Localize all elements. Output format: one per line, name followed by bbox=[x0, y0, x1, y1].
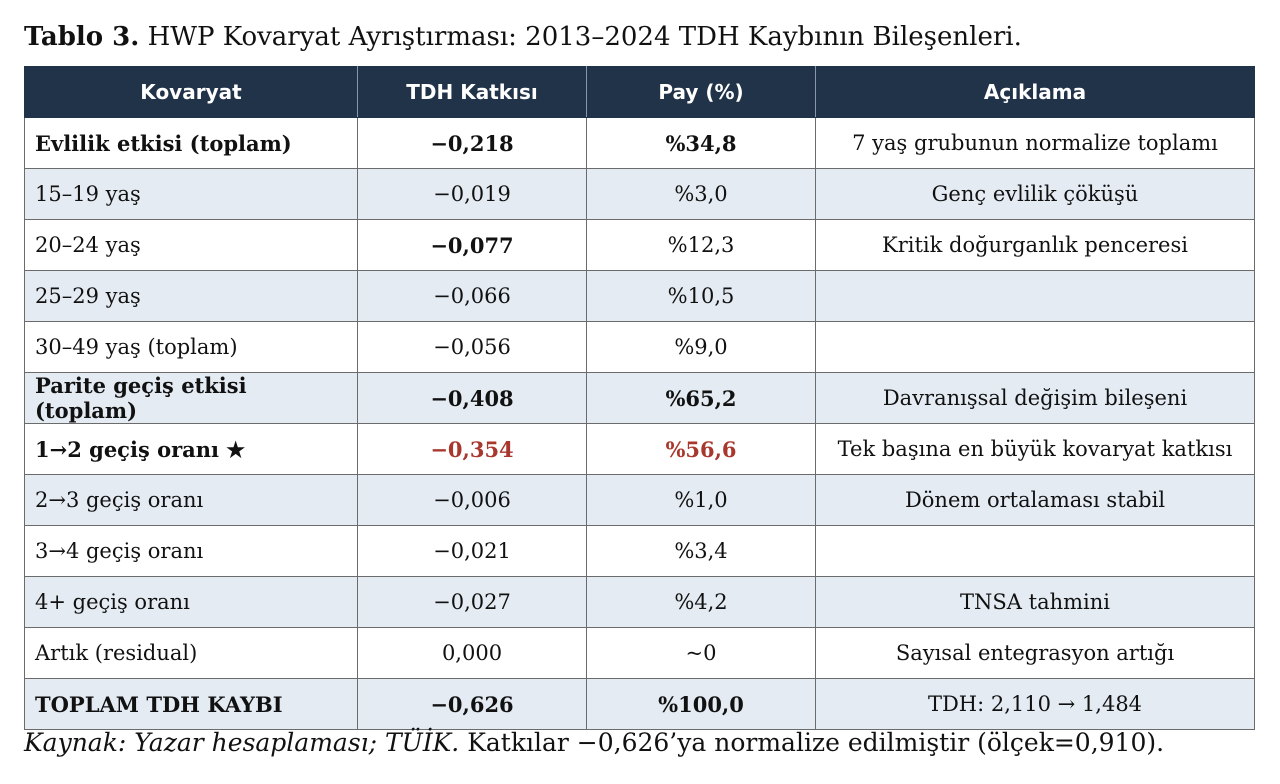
table-row: Artık (residual) 0,000 ~0 Sayısal entegr… bbox=[24, 627, 1255, 679]
header-pay: Pay (%) bbox=[586, 66, 816, 118]
cell-pay: %12,3 bbox=[586, 219, 816, 271]
cell-aciklama bbox=[815, 525, 1255, 577]
cell-katki: −0,354 bbox=[357, 423, 587, 475]
cell-aciklama: TDH: 2,110 → 1,484 bbox=[815, 678, 1255, 730]
cell-katki: −0,408 bbox=[357, 372, 587, 424]
cell-pay: %10,5 bbox=[586, 270, 816, 322]
cell-kovaryat: 20–24 yaş bbox=[24, 219, 358, 271]
cell-katki: −0,021 bbox=[357, 525, 587, 577]
cell-pay: %9,0 bbox=[586, 321, 816, 373]
cell-pay: %3,0 bbox=[586, 168, 816, 220]
cell-pay: %56,6 bbox=[586, 423, 816, 475]
table-header-row: Kovaryat TDH Katkısı Pay (%) Açıklama bbox=[24, 66, 1255, 118]
table-row: Evlilik etkisi (toplam) −0,218 %34,8 7 y… bbox=[24, 117, 1255, 169]
header-tdh-katkisi: TDH Katkısı bbox=[357, 66, 587, 118]
cell-kovaryat: 1→2 geçiş oranı ★ bbox=[24, 423, 358, 475]
cell-aciklama: Davranışsal değişim bileşeni bbox=[815, 372, 1255, 424]
cell-kovaryat: 4+ geçiş oranı bbox=[24, 576, 358, 628]
source-text: Katkılar −0,626’ya normalize edilmiştir … bbox=[467, 728, 1165, 757]
cell-kovaryat: Artık (residual) bbox=[24, 627, 358, 679]
cell-aciklama: Dönem ortalaması stabil bbox=[815, 474, 1255, 526]
cell-kovaryat: Parite geçiş etkisi (toplam) bbox=[24, 372, 358, 424]
cell-katki: −0,077 bbox=[357, 219, 587, 271]
cell-aciklama: Genç evlilik çöküşü bbox=[815, 168, 1255, 220]
cell-aciklama bbox=[815, 270, 1255, 322]
cell-kovaryat: 15–19 yaş bbox=[24, 168, 358, 220]
cell-katki: −0,626 bbox=[357, 678, 587, 730]
cell-aciklama: Tek başına en büyük kovaryat katkısı bbox=[815, 423, 1255, 475]
cell-katki: −0,019 bbox=[357, 168, 587, 220]
cell-katki: −0,027 bbox=[357, 576, 587, 628]
cell-aciklama bbox=[815, 321, 1255, 373]
header-kovaryat: Kovaryat bbox=[24, 66, 358, 118]
cell-pay: %34,8 bbox=[586, 117, 816, 169]
cell-katki: −0,218 bbox=[357, 117, 587, 169]
cell-pay: %100,0 bbox=[586, 678, 816, 730]
table-row-total: TOPLAM TDH KAYBI −0,626 %100,0 TDH: 2,11… bbox=[24, 678, 1255, 730]
caption-label: Tablo 3. bbox=[24, 22, 140, 52]
cell-pay: ~0 bbox=[586, 627, 816, 679]
decomposition-table: Kovaryat TDH Katkısı Pay (%) Açıklama Ev… bbox=[24, 66, 1255, 730]
table-row: 4+ geçiş oranı −0,027 %4,2 TNSA tahmini bbox=[24, 576, 1255, 628]
cell-kovaryat: 30–49 yaş (toplam) bbox=[24, 321, 358, 373]
cell-katki: −0,006 bbox=[357, 474, 587, 526]
source-label: Kaynak: Yazar hesaplaması; TÜİK. bbox=[24, 728, 460, 757]
table-row: 3→4 geçiş oranı −0,021 %3,4 bbox=[24, 525, 1255, 577]
cell-aciklama: TNSA tahmini bbox=[815, 576, 1255, 628]
table-row: 20–24 yaş −0,077 %12,3 Kritik doğurganlı… bbox=[24, 219, 1255, 271]
table-row: 2→3 geçiş oranı −0,006 %1,0 Dönem ortala… bbox=[24, 474, 1255, 526]
cell-pay: %4,2 bbox=[586, 576, 816, 628]
cell-pay: %3,4 bbox=[586, 525, 816, 577]
table-caption: Tablo 3. HWP Kovaryat Ayrıştırması: 2013… bbox=[24, 22, 1022, 52]
cell-katki: 0,000 bbox=[357, 627, 587, 679]
cell-kovaryat: 2→3 geçiş oranı bbox=[24, 474, 358, 526]
header-aciklama: Açıklama bbox=[815, 66, 1255, 118]
cell-kovaryat: 3→4 geçiş oranı bbox=[24, 525, 358, 577]
table-row: 15–19 yaş −0,019 %3,0 Genç evlilik çöküş… bbox=[24, 168, 1255, 220]
cell-kovaryat: Evlilik etkisi (toplam) bbox=[24, 117, 358, 169]
cell-pay: %65,2 bbox=[586, 372, 816, 424]
cell-kovaryat: 25–29 yaş bbox=[24, 270, 358, 322]
table-row: 1→2 geçiş oranı ★ −0,354 %56,6 Tek başın… bbox=[24, 423, 1255, 475]
cell-katki: −0,066 bbox=[357, 270, 587, 322]
caption-text: HWP Kovaryat Ayrıştırması: 2013–2024 TDH… bbox=[147, 22, 1022, 52]
cell-aciklama: 7 yaş grubunun normalize toplamı bbox=[815, 117, 1255, 169]
cell-pay: %1,0 bbox=[586, 474, 816, 526]
cell-katki: −0,056 bbox=[357, 321, 587, 373]
cell-kovaryat: TOPLAM TDH KAYBI bbox=[24, 678, 358, 730]
table-row: Parite geçiş etkisi (toplam) −0,408 %65,… bbox=[24, 372, 1255, 424]
table-row: 30–49 yaş (toplam) −0,056 %9,0 bbox=[24, 321, 1255, 373]
cell-aciklama: Kritik doğurganlık penceresi bbox=[815, 219, 1255, 271]
table-row: 25–29 yaş −0,066 %10,5 bbox=[24, 270, 1255, 322]
source-note: Kaynak: Yazar hesaplaması; TÜİK. Katkıla… bbox=[24, 728, 1164, 757]
cell-aciklama: Sayısal entegrasyon artığı bbox=[815, 627, 1255, 679]
